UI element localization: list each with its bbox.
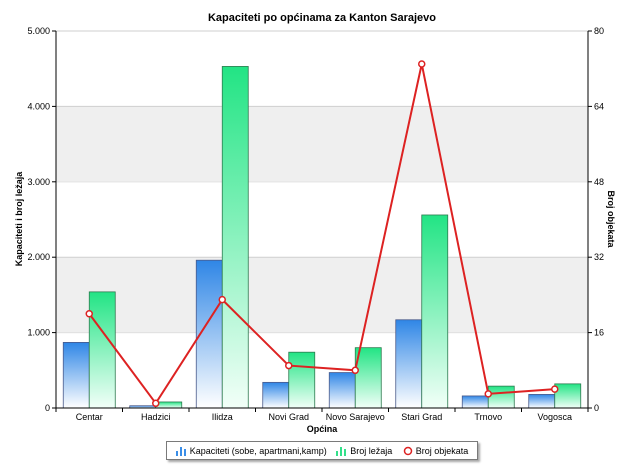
y-tick-label: 0 [45,403,50,413]
x-tick-label: Stari Grad [401,412,442,422]
y2-tick-label: 16 [594,328,604,338]
x-tick-label: Hadzici [141,412,171,422]
legend-label-lezaja: Broj ležaja [350,445,393,456]
axes-layer: 0 1.000 2.000 3.000 4.000 5.000 0 16 32 48 64 80 Cen… [27,26,604,422]
series-line-objekata [88,63,555,406]
y-tick-label: 4.000 [27,101,50,111]
y-tick-label: 2.000 [27,252,50,262]
bar-lezaja [288,351,316,409]
bar-kapaciteti [528,394,556,409]
point-objekata [85,310,93,318]
grid-band [56,106,588,182]
bar-lezaja [487,385,515,409]
bar-lezaja [421,214,449,409]
bar-kapaciteti [62,342,90,409]
chart-title: Kapaciteti po općinama za Kanton Sarajev… [208,12,436,24]
point-objekata [351,366,359,375]
y2-tick-label: 48 [594,177,604,187]
point-objekata [152,399,160,408]
bar-kapaciteti [328,372,356,409]
y-tick-label: 5.000 [27,26,50,36]
plot-area [56,31,588,408]
bar-kapaciteti [262,381,290,409]
y2-tick-label: 32 [594,252,604,262]
bar-series-icon [175,446,186,456]
legend-item-lezaja: Broj ležaja [336,446,392,456]
x-tick-label: Vogosca [537,412,572,422]
legend: Kapaciteti (sobe, apartmani,kamp) Broj l… [166,441,478,460]
line-series-icon [402,446,412,456]
point-objekata [484,390,492,398]
x-tick-label: Novo Sarajevo [326,412,385,422]
line-layer [85,60,559,408]
x-tick-label: Trnovo [474,412,502,422]
y2-tick-label: 0 [594,403,599,413]
y-tick-label: 1.000 [27,328,50,338]
bar-series-icon [336,446,347,456]
point-objekata [418,60,426,68]
point-objekata [285,361,293,370]
x-tick-label: Ilidza [212,412,233,422]
x-tick-label: Novi Grad [268,412,309,422]
grid-band [56,257,588,333]
y2-axis-title: Broj objekata [606,190,616,248]
y2-tick-label: 80 [594,26,604,36]
y-tick-label: 3.000 [27,177,50,187]
bar-lezaja [221,66,249,409]
y2-tick-label: 64 [594,101,604,111]
legend-item-kapaciteti: Kapaciteti (sobe, apartmani,kamp) [175,445,327,456]
point-objekata [551,385,559,393]
y-axis-title: Kapaciteti i broj ležaja [14,171,24,267]
bar-lezaja [155,401,183,409]
legend-label-kapaciteti: Kapaciteti (sobe, apartmani,kamp) [189,445,327,456]
x-axis-title: Općina [307,424,339,434]
plot-bands [56,30,588,408]
bar-kapaciteti [461,395,489,409]
legend-label-objekata: Broj objekata [415,445,469,456]
bar-kapaciteti [395,319,423,409]
bar-lezaja [554,383,582,409]
x-tick-label: Centar [76,412,103,422]
legend-item-objekata: Broj objekata [402,445,469,456]
bar-lezaja [88,291,116,409]
point-objekata [218,295,226,304]
bar-lezaja [354,347,382,409]
